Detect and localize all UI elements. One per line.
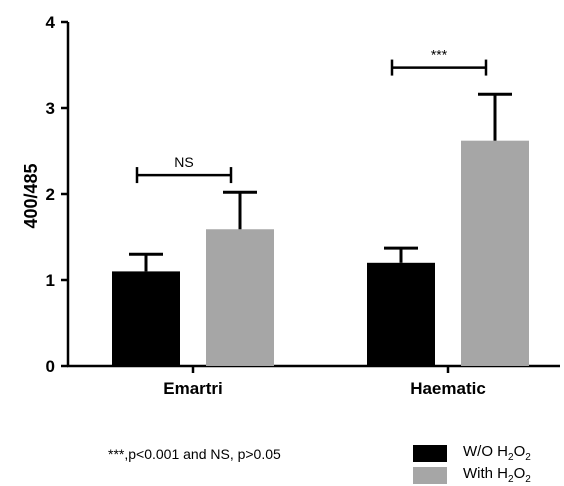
bar-layer (112, 140, 529, 366)
significance-layer: NS *** (135, 47, 488, 184)
legend-swatch-without (413, 444, 447, 462)
legend-label-with: With H2O2 (463, 465, 531, 485)
significance-label: NS (174, 154, 193, 170)
footnote: ***,p<0.001 and NS, p>0.05 (108, 446, 281, 462)
bar (112, 271, 180, 366)
y-axis-label: 400/485 (21, 163, 41, 228)
y-tick-label: 1 (46, 271, 55, 290)
y-tick-label: 3 (46, 99, 55, 118)
bar (206, 229, 274, 366)
legend-label-without: W/O H2O2 (463, 443, 531, 463)
y-tick-label: 2 (46, 185, 55, 204)
legend-item-with: With H2O2 (413, 464, 531, 486)
y-tick-label: 4 (46, 13, 56, 32)
error-bar-layer (129, 92, 512, 272)
legend: W/O H2O2 With H2O2 (413, 442, 531, 486)
legend-item-without: W/O H2O2 (413, 442, 531, 464)
bar-chart: 0 1 2 3 4 Emartri Haematic NS *** 400/485 (21, 13, 560, 398)
bar (461, 140, 529, 366)
significance-label: *** (431, 47, 448, 63)
legend-swatch-with (413, 466, 447, 484)
y-tick-label: 0 (46, 357, 55, 376)
bar (367, 262, 435, 366)
x-tick-label: Emartri (163, 379, 223, 398)
x-tick-label: Haematic (410, 379, 486, 398)
